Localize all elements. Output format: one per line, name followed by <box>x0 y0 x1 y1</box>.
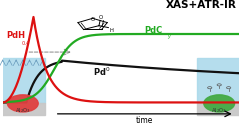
Text: Pd$^0$: Pd$^0$ <box>93 66 110 78</box>
Bar <box>197 103 240 115</box>
Text: time: time <box>136 116 153 125</box>
Text: Al$_2$O$_3$: Al$_2$O$_3$ <box>15 106 31 115</box>
Text: H: H <box>110 28 114 33</box>
Text: O: O <box>90 17 95 22</box>
Text: $_{0.4}$: $_{0.4}$ <box>21 39 31 48</box>
Bar <box>0 58 45 103</box>
Text: XAS+ATR-IR: XAS+ATR-IR <box>166 0 237 10</box>
Ellipse shape <box>7 95 38 112</box>
Bar <box>197 58 240 103</box>
Ellipse shape <box>204 95 234 112</box>
Text: $_y$: $_y$ <box>167 34 172 42</box>
Bar <box>0 103 45 115</box>
Text: O: O <box>99 14 103 20</box>
Text: Al$_2$O$_3$: Al$_2$O$_3$ <box>211 106 227 115</box>
Text: PdC: PdC <box>145 26 163 35</box>
Text: PdH: PdH <box>6 31 25 40</box>
